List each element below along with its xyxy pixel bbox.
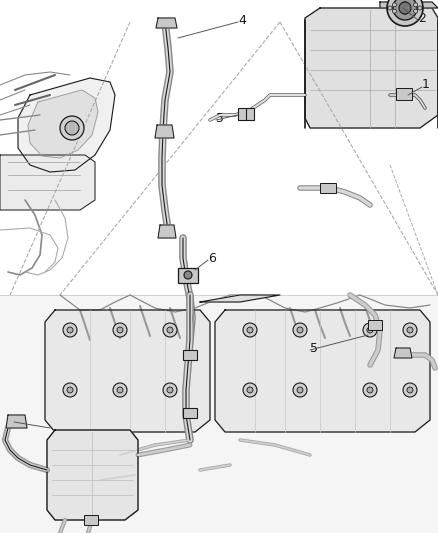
- Circle shape: [163, 383, 177, 397]
- Polygon shape: [200, 295, 280, 302]
- Text: 1: 1: [422, 78, 430, 92]
- Text: 2: 2: [418, 12, 426, 25]
- Polygon shape: [28, 90, 98, 158]
- Text: 6: 6: [208, 252, 216, 264]
- Bar: [183, 350, 197, 360]
- Circle shape: [67, 327, 73, 333]
- Bar: [320, 183, 336, 193]
- Polygon shape: [0, 155, 95, 210]
- Circle shape: [65, 121, 79, 135]
- Circle shape: [363, 323, 377, 337]
- Circle shape: [399, 2, 411, 14]
- Circle shape: [392, 3, 396, 7]
- Circle shape: [117, 327, 123, 333]
- Circle shape: [63, 383, 77, 397]
- Circle shape: [113, 383, 127, 397]
- Polygon shape: [380, 2, 438, 8]
- Polygon shape: [45, 310, 210, 432]
- Circle shape: [67, 387, 73, 393]
- Circle shape: [388, 6, 392, 10]
- Bar: [368, 320, 382, 330]
- Circle shape: [367, 387, 373, 393]
- Bar: [178, 268, 198, 283]
- Circle shape: [387, 0, 423, 26]
- Circle shape: [163, 323, 177, 337]
- Circle shape: [363, 383, 377, 397]
- Circle shape: [167, 387, 173, 393]
- Polygon shape: [394, 348, 412, 358]
- Circle shape: [60, 116, 84, 140]
- Bar: [238, 108, 254, 120]
- Bar: [183, 408, 197, 418]
- Circle shape: [247, 327, 253, 333]
- Circle shape: [403, 323, 417, 337]
- Circle shape: [297, 327, 303, 333]
- Text: 5: 5: [216, 111, 224, 125]
- Polygon shape: [18, 78, 115, 172]
- Circle shape: [393, 0, 417, 20]
- Circle shape: [403, 383, 417, 397]
- Text: 4: 4: [238, 13, 246, 27]
- Circle shape: [117, 387, 123, 393]
- Circle shape: [113, 323, 127, 337]
- Circle shape: [407, 387, 413, 393]
- Circle shape: [367, 327, 373, 333]
- Circle shape: [243, 323, 257, 337]
- Polygon shape: [0, 295, 438, 533]
- Circle shape: [243, 383, 257, 397]
- Polygon shape: [155, 125, 174, 138]
- Circle shape: [413, 9, 417, 13]
- Circle shape: [418, 6, 422, 10]
- Circle shape: [293, 323, 307, 337]
- Polygon shape: [305, 8, 438, 128]
- Circle shape: [407, 327, 413, 333]
- Text: 5: 5: [310, 342, 318, 354]
- Bar: [396, 88, 412, 100]
- Circle shape: [63, 323, 77, 337]
- Text: 3: 3: [14, 414, 22, 426]
- Circle shape: [403, 11, 407, 14]
- Circle shape: [167, 327, 173, 333]
- Polygon shape: [6, 415, 27, 428]
- Circle shape: [184, 271, 192, 279]
- Polygon shape: [47, 430, 138, 520]
- Circle shape: [247, 387, 253, 393]
- Bar: [84, 515, 98, 525]
- Polygon shape: [158, 225, 176, 238]
- Circle shape: [403, 2, 407, 5]
- Polygon shape: [215, 310, 430, 432]
- Circle shape: [293, 383, 307, 397]
- Circle shape: [297, 387, 303, 393]
- Circle shape: [413, 3, 417, 7]
- Circle shape: [392, 9, 396, 13]
- Polygon shape: [156, 18, 177, 28]
